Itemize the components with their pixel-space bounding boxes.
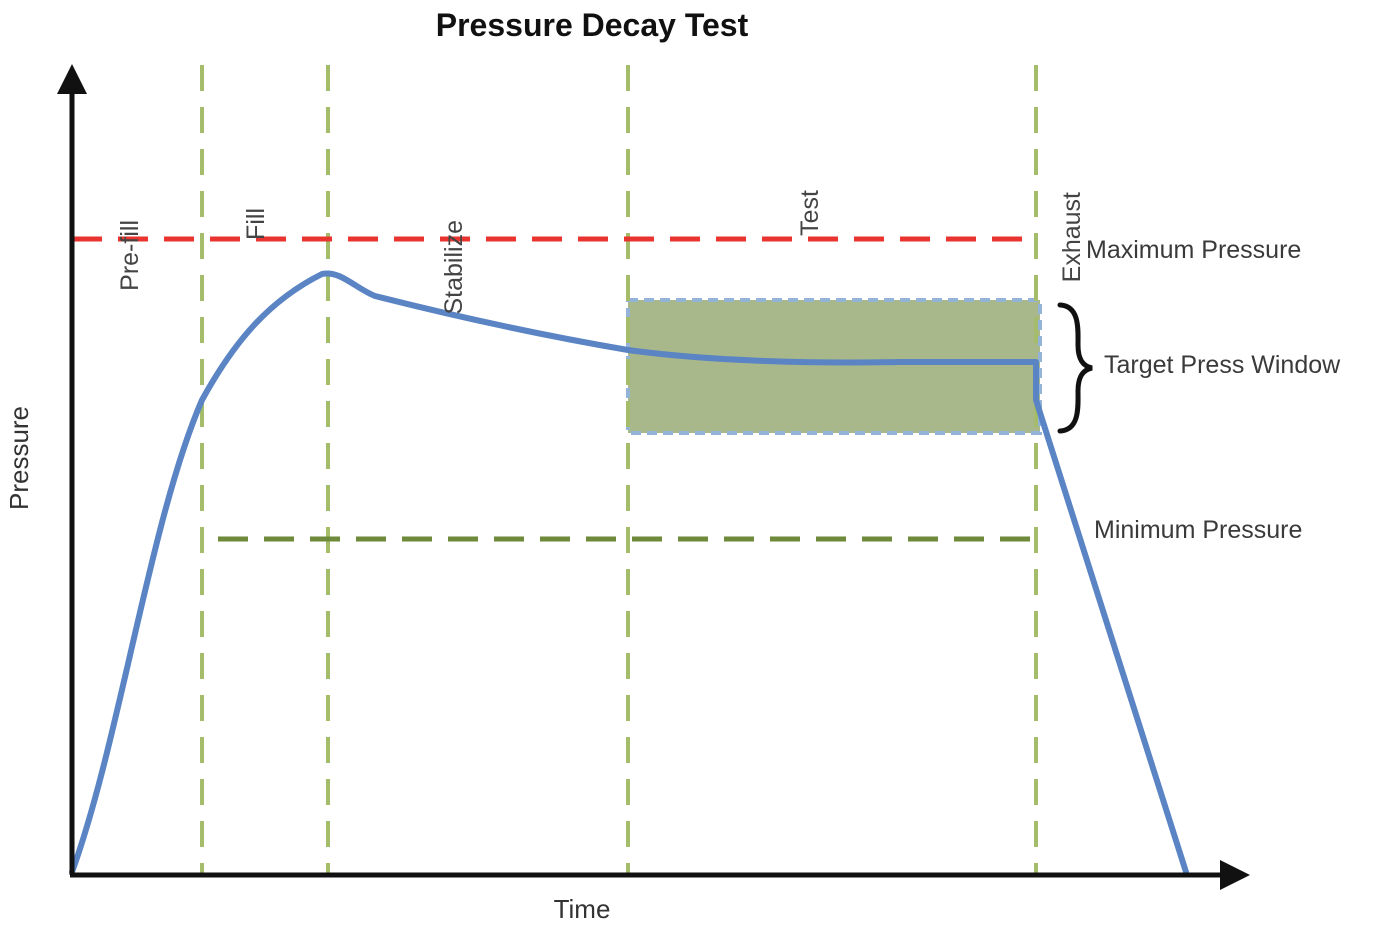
phase-label-stabilize: Stabilize [440,220,468,315]
phase-label-fill: Fill [242,208,270,240]
phase-dividers [200,65,1038,875]
minimum-pressure-label: Minimum Pressure [1094,516,1302,544]
y-axis-label: Pressure [4,406,34,510]
phase-label-prefill: Pre-fill [116,220,144,291]
target-window-box [626,298,1042,435]
maximum-pressure-label: Maximum Pressure [1086,236,1301,264]
phase-label-exhaust: Exhaust [1058,192,1086,282]
x-axis-label: Time [554,894,611,924]
target-window-label: Target Press Window [1104,351,1341,379]
pressure-curve [69,270,1189,875]
diagram-title: Pressure Decay Test [436,7,749,43]
phase-label-test: Test [796,190,824,236]
target-window-brace [1057,302,1093,434]
